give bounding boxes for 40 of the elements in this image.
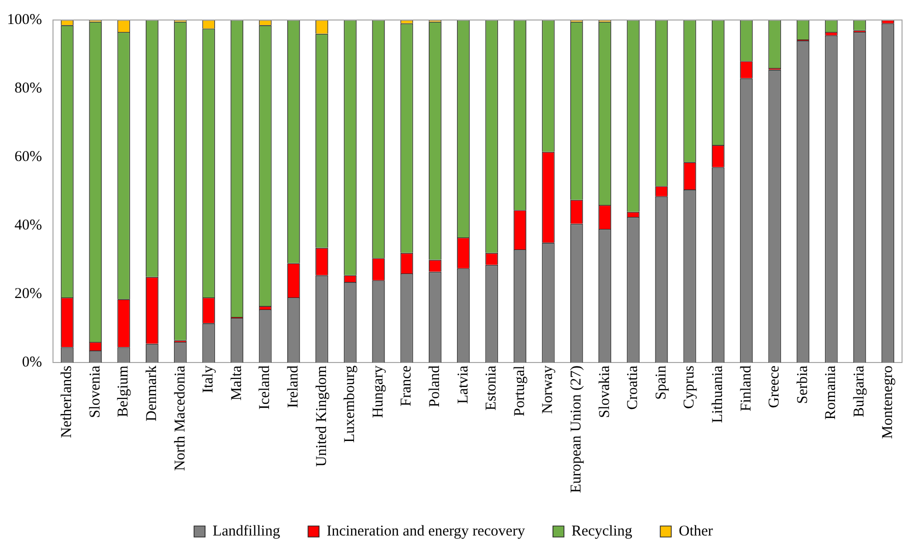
x-tick-label: Lithuania — [710, 365, 726, 424]
legend-label: Incineration and energy recovery — [326, 523, 526, 540]
x-tick-label: Poland — [427, 365, 444, 408]
x-tick-label: Romania — [823, 365, 840, 420]
x-tick-label: Bulgaria — [852, 365, 868, 418]
x-tick-label: Malta — [228, 365, 245, 401]
y-tick-label: 100% — [6, 12, 42, 28]
x-tick-label: Greece — [766, 365, 783, 408]
y-tick-label: 40% — [14, 217, 42, 234]
x-tick-label: Latvia — [455, 365, 472, 404]
y-tick-label: 60% — [14, 148, 42, 165]
x-tick-label: Denmark — [144, 365, 160, 422]
x-tick-label: Italy — [200, 365, 217, 394]
x-tick-label: Spain — [653, 365, 670, 400]
x-tick-label: Estonia — [484, 365, 500, 411]
x-tick-label: Ireland — [286, 365, 302, 408]
x-tick-label: Slovenia — [87, 365, 104, 418]
y-tick-label: 0% — [22, 354, 42, 370]
x-tick-label: Norway — [540, 365, 556, 414]
legend-label: Recycling — [571, 523, 633, 540]
x-tick-label: United Kingdom — [314, 365, 330, 467]
legend-label: Other — [678, 523, 713, 540]
x-tick-label: Hungary — [370, 365, 386, 418]
x-tick-label: Cyprus — [682, 365, 698, 409]
x-tick-label: European Union (27) — [568, 366, 585, 494]
y-tick-label: 80% — [14, 80, 42, 96]
x-tick-label: Iceland — [257, 365, 274, 410]
x-tick-label: Belgium — [116, 365, 132, 418]
x-tick-label: Portugal — [512, 366, 528, 416]
x-tick-label: Luxembourg — [342, 365, 358, 443]
x-tick-label: Croatia — [625, 365, 642, 410]
x-tick-label: Finland — [738, 365, 754, 412]
x-tick-label: North Macedonia — [172, 365, 188, 471]
x-tick-label: Netherlands — [59, 365, 76, 438]
x-tick-label: Montenegro — [880, 366, 896, 439]
y-tick-label: 20% — [14, 286, 42, 302]
x-tick-label: France — [398, 365, 415, 406]
x-tick-label: Slovakia — [596, 365, 613, 418]
x-tick-label: Serbia — [794, 365, 811, 404]
legend-label: Landfilling — [212, 523, 281, 540]
